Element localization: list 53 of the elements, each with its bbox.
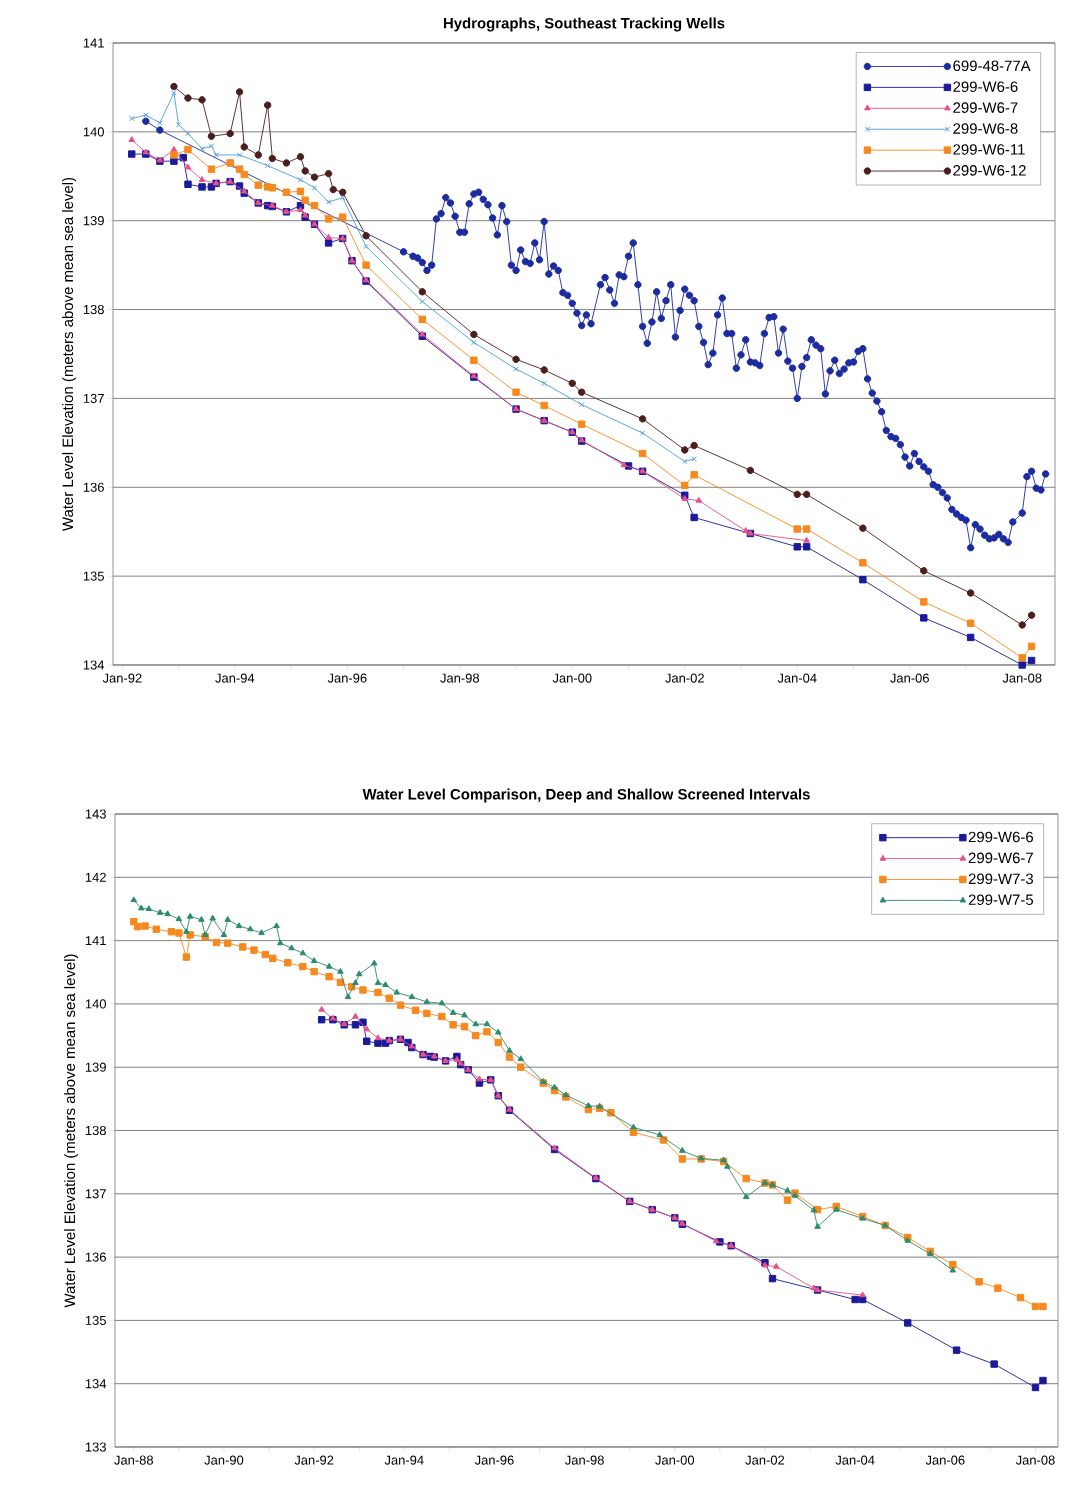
x-tick-label: Jan-00: [552, 673, 592, 683]
legend-label: 299-W6-11: [953, 144, 1025, 155]
legend-label: 299-W6-6: [968, 831, 1034, 843]
x-tick-label: Jan-90: [204, 1455, 244, 1465]
x-tick-label: Jan-98: [565, 1455, 604, 1465]
y-tick-label: 135: [83, 571, 104, 581]
y-tick-label: 136: [85, 1252, 106, 1262]
y-tick-label: 142: [85, 872, 106, 882]
x-tick-label: Jan-94: [215, 673, 255, 683]
x-tick-label: Jan-88: [114, 1455, 154, 1465]
y-tick-label: 133: [85, 1442, 106, 1452]
x-tick-label: Jan-92: [294, 1455, 334, 1465]
x-tick-label: Jan-02: [745, 1455, 785, 1465]
legend-label: 299-W6-12: [953, 165, 1026, 176]
chart-title: Water Level Comparison, Deep and Shallow Screened Intervals: [362, 788, 810, 803]
x-tick-label: Jan-98: [440, 673, 480, 683]
y-axis-title: Water Level Elevation (meters above mean sea level): [62, 177, 77, 531]
legend-label: 299-W6-6: [953, 81, 1018, 92]
legend-label: 299-W6-7: [953, 102, 1018, 113]
y-tick-label: 140: [83, 127, 104, 137]
x-tick-label: Jan-06: [925, 1455, 965, 1465]
y-tick-label: 139: [85, 1062, 106, 1072]
x-tick-label: Jan-94: [384, 1455, 424, 1465]
y-tick-label: 135: [85, 1315, 106, 1325]
y-tick-label: 141: [83, 38, 104, 48]
legend-label: 299-W6-7: [968, 852, 1033, 864]
x-tick-label: Jan-04: [835, 1455, 875, 1465]
y-axis-title: Water Level Elevation (meters above mean sea level): [64, 954, 79, 1308]
y-tick-label: 136: [83, 482, 104, 492]
legend-label: 699-48-77A: [953, 60, 1031, 72]
x-tick-label: Jan-08: [1015, 1455, 1055, 1465]
x-tick-label: Jan-00: [655, 1455, 695, 1465]
x-tick-label: Jan-04: [777, 673, 817, 683]
y-tick-label: 134: [85, 1379, 107, 1389]
x-tick-label: Jan-96: [474, 1455, 514, 1465]
y-tick-label: 134: [83, 660, 105, 670]
y-tick-label: 137: [83, 393, 104, 403]
y-tick-label: 140: [85, 999, 106, 1009]
legend-label: 299-W6-8: [953, 123, 1018, 134]
chart-title: Hydrographs, Southeast Tracking Wells: [443, 17, 725, 32]
y-tick-label: 138: [85, 1125, 106, 1136]
x-tick-label: Jan-06: [890, 673, 929, 683]
x-tick-label: Jan-96: [327, 673, 367, 683]
y-tick-label: 141: [85, 936, 106, 946]
y-tick-label: 139: [83, 216, 104, 226]
x-tick-label: Jan-02: [665, 673, 704, 683]
legend-label: 299-W7-5: [968, 894, 1034, 905]
y-tick-label: 143: [85, 809, 106, 819]
legend-label: 299-W7-3: [968, 873, 1034, 885]
y-tick-label: 137: [85, 1189, 106, 1199]
x-tick-label: Jan-08: [1002, 673, 1042, 683]
x-tick-label: Jan-92: [102, 673, 142, 683]
y-tick-label: 138: [83, 304, 104, 315]
